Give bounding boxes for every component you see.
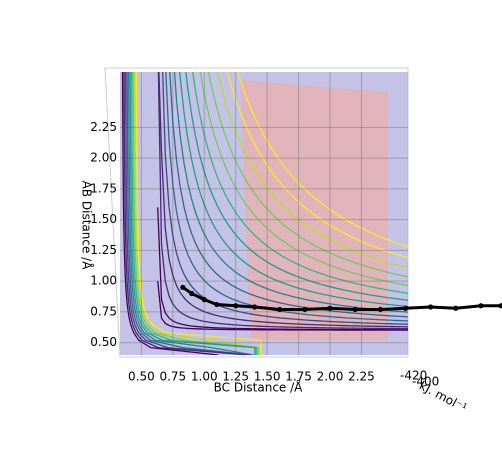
contour xyxy=(192,72,408,294)
y-tick-label: 2.25 xyxy=(90,120,117,134)
contour xyxy=(185,72,408,301)
trajectory-point xyxy=(498,303,502,309)
contour xyxy=(134,72,260,355)
contour xyxy=(131,72,257,355)
x-tick-label: 0.50 xyxy=(128,370,155,384)
y-tick-label: 0.75 xyxy=(90,304,117,318)
pane-edge xyxy=(104,67,409,358)
contour xyxy=(129,72,256,355)
x-tick-label: 2.25 xyxy=(348,370,375,384)
trajectory-point xyxy=(189,290,195,297)
y-tick-label: 0.50 xyxy=(90,335,117,349)
contour xyxy=(157,207,408,331)
trajectory-point xyxy=(233,303,239,309)
y-tick-label: 1.50 xyxy=(90,212,117,226)
x-tick-label: 1.25 xyxy=(222,370,249,384)
contour xyxy=(173,72,408,313)
x-tick-label: 1.75 xyxy=(285,370,312,384)
contour xyxy=(135,72,262,355)
x-axis-label: BC Distance /Å xyxy=(214,380,304,395)
trajectory-point xyxy=(251,304,258,310)
y-tick-label: 2.00 xyxy=(90,151,117,165)
trajectory-point xyxy=(478,303,484,309)
contour xyxy=(128,72,254,355)
trajectory-point xyxy=(453,305,459,311)
trajectory-point xyxy=(201,297,207,303)
contour xyxy=(165,72,408,322)
contour xyxy=(207,72,408,278)
trajectory-point xyxy=(402,305,409,311)
contour xyxy=(124,72,251,355)
contour xyxy=(157,72,408,330)
z-tick-label: -420 xyxy=(400,369,427,383)
surface-high xyxy=(240,80,388,340)
y-tick-label: 1.25 xyxy=(90,243,117,257)
trajectory-point xyxy=(277,306,283,313)
x-tick-label: 1.50 xyxy=(254,370,281,384)
trajectory-point xyxy=(214,301,220,308)
trajectory-point xyxy=(302,306,308,313)
trajectory-point xyxy=(180,284,186,290)
contour xyxy=(216,72,408,269)
y-tick-label: 1.75 xyxy=(90,181,117,195)
contour xyxy=(226,72,408,259)
y-axis-label: AB Distance /Å xyxy=(80,181,95,271)
x-tick-label: 0.75 xyxy=(159,370,186,384)
trajectory-point xyxy=(327,305,333,311)
z-tick-label: -400 xyxy=(412,375,439,389)
contour xyxy=(199,72,408,287)
contour xyxy=(123,72,249,355)
x-tick-label: 2.00 xyxy=(317,370,344,384)
contour xyxy=(126,72,252,355)
trajectory-line xyxy=(182,286,502,311)
x-tick-label: 1.00 xyxy=(191,370,218,384)
y-tick-label: 1.00 xyxy=(90,274,117,288)
contour xyxy=(236,72,408,248)
trajectory-point xyxy=(352,306,358,313)
contour xyxy=(158,72,408,328)
contour xyxy=(121,72,219,355)
trajectory-point xyxy=(428,304,434,310)
contour xyxy=(132,72,259,355)
trajectory-point xyxy=(377,306,383,313)
contour xyxy=(179,72,408,308)
